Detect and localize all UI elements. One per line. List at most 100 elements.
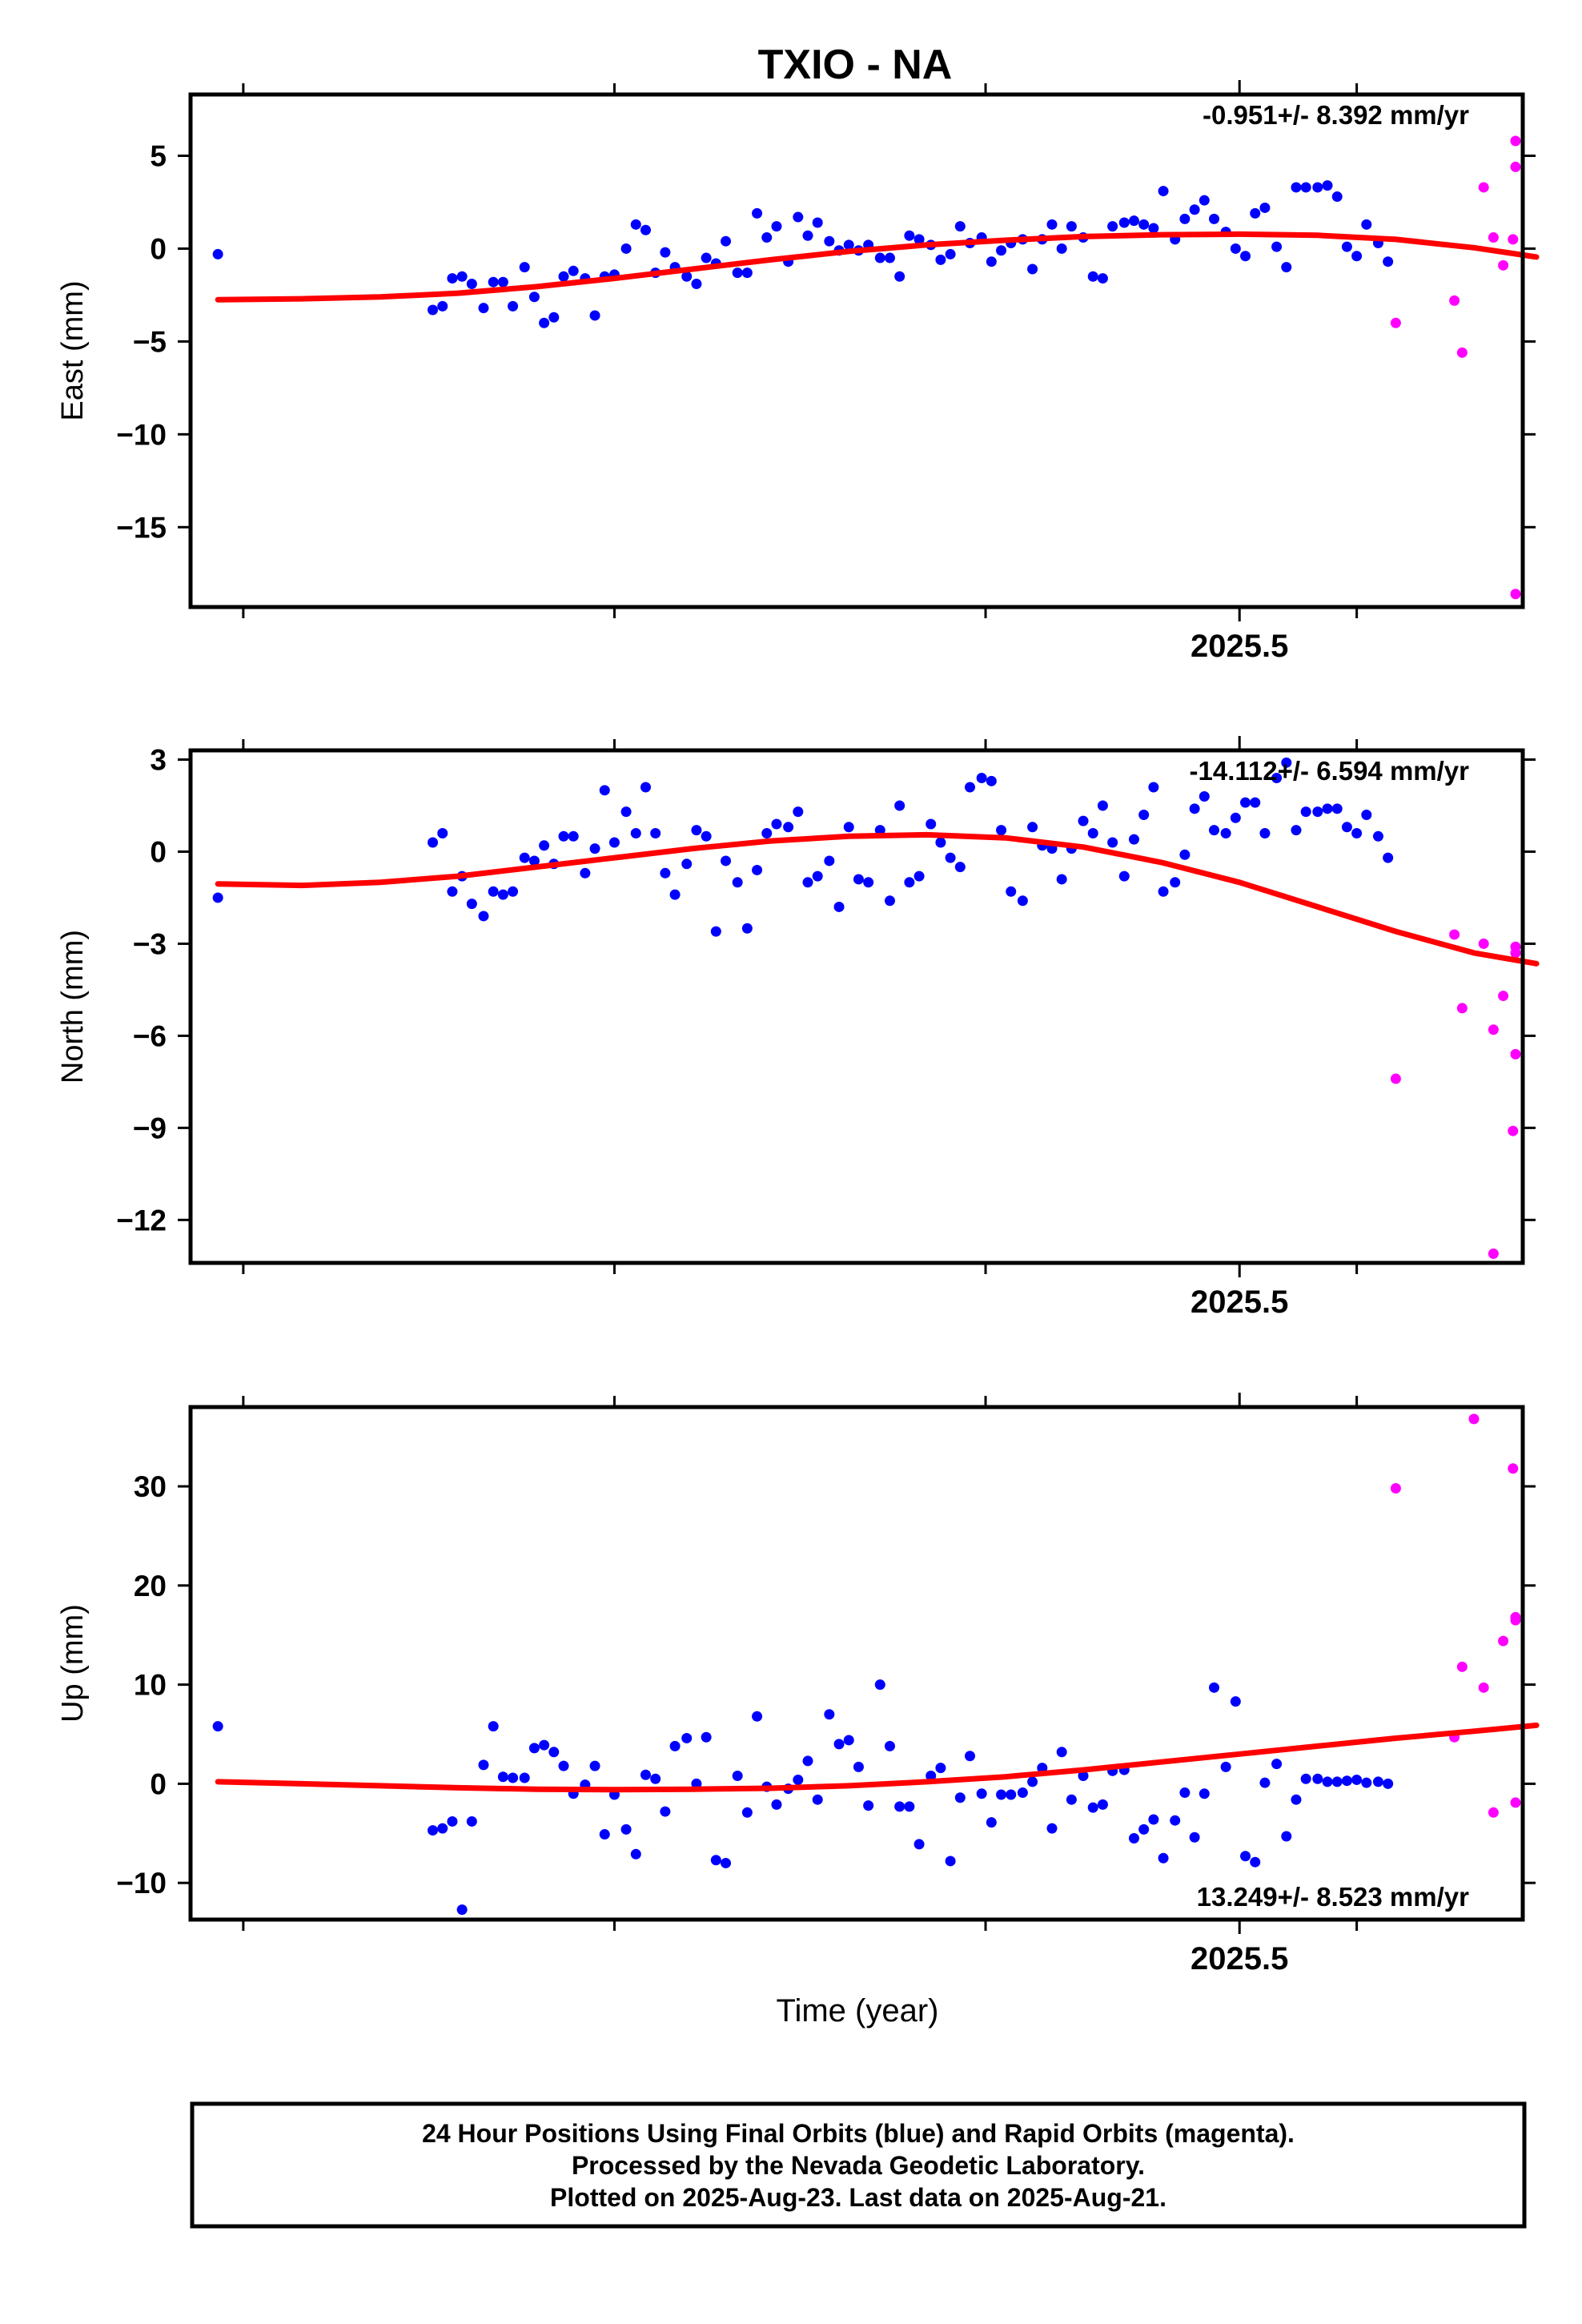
east-final-point — [884, 252, 895, 263]
east-final-point — [1331, 191, 1343, 203]
east-final-point — [741, 267, 753, 279]
east-final-point — [1138, 219, 1150, 230]
north-final-point — [1341, 822, 1352, 833]
up-rapid-point — [1498, 1635, 1509, 1647]
north-final-point — [1351, 827, 1363, 838]
north-rapid-point — [1449, 929, 1460, 940]
up-final-point — [721, 1857, 732, 1868]
east-rapid-point — [1510, 589, 1521, 600]
east-final-point — [1208, 213, 1219, 224]
up-final-point — [926, 1771, 937, 1782]
up-final-point — [1281, 1831, 1292, 1842]
north-final-point — [986, 775, 997, 786]
east-y-tick-label: −5 — [133, 325, 167, 358]
north-rapid-point — [1508, 1125, 1519, 1136]
east-rapid-point — [1456, 347, 1468, 358]
up-final-point — [650, 1773, 661, 1784]
east-final-point — [701, 252, 712, 263]
up-final-point — [812, 1794, 823, 1805]
north-rapid-point — [1498, 991, 1509, 1002]
north-final-point — [447, 886, 458, 897]
up-y-axis-label: Up (mm) — [56, 1604, 90, 1723]
north-final-point — [488, 886, 499, 897]
east-final-point — [945, 248, 956, 259]
north-final-point — [824, 855, 835, 866]
up-final-point — [599, 1829, 610, 1840]
north-final-point — [894, 800, 905, 811]
east-final-point — [996, 245, 1007, 256]
up-final-point — [558, 1760, 569, 1771]
up-final-point — [1250, 1856, 1261, 1868]
up-final-point — [1027, 1776, 1038, 1787]
east-final-point — [986, 256, 997, 267]
north-final-point — [741, 923, 753, 934]
east-final-point — [1291, 182, 1302, 193]
east-final-point — [640, 224, 651, 235]
north-final-point — [1220, 827, 1231, 838]
north-x-tick-label: 2025.5 — [1191, 1285, 1288, 1320]
east-final-point — [1097, 273, 1108, 284]
north-final-point — [833, 901, 845, 912]
east-y-axis-label: East (mm) — [56, 280, 90, 420]
up-rapid-point — [1390, 1483, 1401, 1494]
east-final-point — [732, 267, 743, 279]
east-final-point — [1118, 217, 1130, 228]
up-x-tick-label: 2025.5 — [1191, 1941, 1288, 1976]
north-final-point — [1383, 852, 1394, 863]
east-final-point — [1341, 241, 1352, 252]
east-final-point — [894, 271, 905, 282]
up-final-point — [548, 1747, 560, 1758]
east-final-point — [488, 276, 499, 287]
up-final-point — [539, 1739, 550, 1751]
up-final-point — [874, 1679, 885, 1691]
north-final-point — [926, 818, 937, 830]
north-final-point — [761, 827, 773, 838]
east-final-point — [660, 247, 671, 258]
up-final-point — [741, 1807, 753, 1818]
up-final-point — [1128, 1832, 1139, 1844]
north-final-point — [568, 830, 579, 842]
up-final-point — [732, 1771, 743, 1782]
east-rate-label: -0.951+/- 8.392 mm/yr — [1203, 100, 1469, 130]
up-final-point — [478, 1759, 489, 1771]
north-final-point — [1006, 886, 1017, 897]
north-final-point — [508, 886, 519, 897]
up-final-point — [1087, 1802, 1098, 1813]
up-final-point — [793, 1774, 804, 1785]
up-final-point — [589, 1760, 600, 1771]
up-final-point — [1179, 1787, 1191, 1799]
east-rapid-point — [1488, 232, 1499, 243]
east-final-point — [721, 235, 732, 247]
east-final-point — [558, 271, 569, 282]
up-final-point — [497, 1771, 508, 1783]
east-plot-frame — [188, 92, 1525, 609]
east-final-point — [935, 254, 946, 265]
up-rapid-point — [1468, 1413, 1480, 1425]
north-y-tick-label: −9 — [133, 1112, 167, 1144]
north-final-point — [650, 827, 661, 838]
north-final-point — [478, 911, 489, 922]
north-y-tick-label: 3 — [150, 743, 167, 776]
up-final-point — [1170, 1815, 1181, 1826]
north-final-point — [874, 825, 885, 836]
north-y-tick-label: −12 — [116, 1204, 167, 1236]
east-final-point — [1056, 243, 1067, 254]
east-y-tick-label: −10 — [116, 418, 167, 451]
east-final-point — [548, 312, 560, 323]
up-final-point — [853, 1761, 864, 1772]
north-y-tick-label: −6 — [133, 1019, 167, 1052]
up-final-point — [701, 1731, 712, 1743]
up-final-point — [1097, 1799, 1108, 1810]
north-rapid-point — [1488, 1248, 1499, 1260]
north-final-point — [976, 772, 987, 783]
north-final-point — [497, 889, 508, 900]
north-final-point — [1056, 874, 1067, 885]
east-rapid-point — [1508, 234, 1519, 245]
north-y-tick-label: −3 — [133, 927, 167, 960]
east-final-point — [1128, 215, 1139, 227]
up-final-point — [212, 1721, 223, 1732]
east-final-point — [1107, 221, 1118, 232]
up-final-point — [894, 1801, 905, 1812]
east-final-point — [1312, 182, 1323, 193]
up-final-point — [528, 1743, 540, 1754]
